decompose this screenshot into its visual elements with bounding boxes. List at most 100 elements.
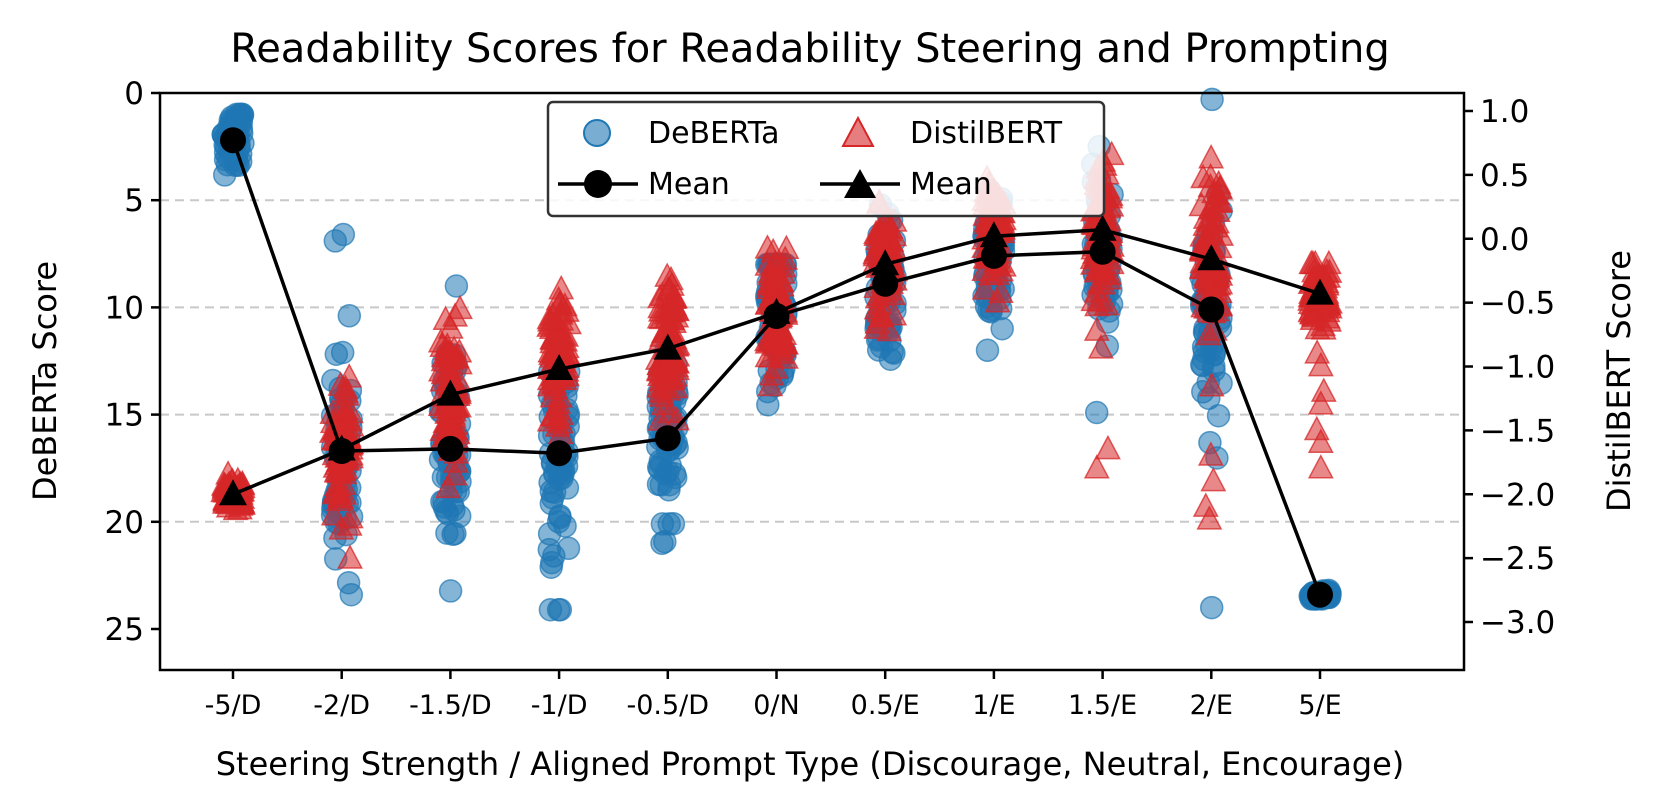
mean-lines [219,127,1334,608]
distilbert-point [1200,466,1227,492]
legend-mean-circle-marker [584,170,612,198]
distilbert-point [540,324,567,349]
distilbert-point [1083,454,1110,479]
legend-box [546,100,1106,218]
distilbert-point [1190,163,1216,189]
x-axis-label: Steering Strength / Aligned Prompt Type … [216,745,1405,783]
distilbert-mean-marker [436,379,465,406]
distilbert-mean-marker [762,297,791,324]
distilbert-point [971,275,998,300]
deberta-mean-marker [220,127,246,154]
deberta-mean-marker [437,435,464,462]
distilbert-point [1197,441,1224,466]
distilbert-point [1307,351,1334,377]
distilbert-point [1307,428,1334,453]
distilbert-point [1083,316,1110,341]
distilbert-point [757,371,784,397]
distilbert-point [437,314,464,339]
distilbert-point [536,407,563,432]
distilbert-point [663,348,690,373]
distilbert-point [553,297,580,322]
x-tick-label: -1.5/D [409,690,492,721]
plot-frame [158,91,1466,672]
distilbert-point [1195,320,1222,346]
right-tick-label: −2.0 [1480,477,1555,513]
legend-distilbert-marker [841,115,875,147]
deberta-mean-marker [980,242,1007,269]
legend-deberta-marker [583,119,611,147]
deberta-point [1200,87,1224,112]
deberta-point [324,342,349,366]
distilbert-point [1310,377,1337,402]
distilbert-point [754,342,781,368]
distilbert-mean-marker [327,434,356,461]
deberta-point [657,512,681,536]
deberta-point [336,570,361,595]
deberta-point [323,229,348,253]
deberta-mean-marker [1198,296,1225,323]
deberta-point [975,338,1000,363]
chart-title: Readability Scores for Readability Steer… [230,26,1390,72]
distilbert-point [760,237,787,263]
deberta-mean-marker [654,425,681,452]
right-tick-label: −1.5 [1480,413,1555,449]
distilbert-point [1087,334,1114,359]
distilbert-mean-marker [979,221,1008,248]
deberta-mean-marker [1089,238,1116,265]
x-tick-label: 2/E [1190,690,1233,721]
deberta-point [438,579,463,603]
right-tick-label: −2.5 [1480,541,1555,577]
distilbert-point [1196,505,1223,530]
deberta-point [441,522,465,547]
distilbert-point [1307,454,1334,479]
distilbert-point [1198,371,1225,397]
distilbert-mean-marker [653,333,682,360]
distilbert-point [1197,195,1224,220]
deberta-point [1084,400,1109,425]
distilbert-point [337,544,363,569]
distilbert-point [548,274,575,300]
distilbert-point [1080,286,1107,312]
distilbert-point [1201,271,1228,297]
x-tick-label: -5/D [205,690,262,721]
distilbert-point [657,398,684,424]
deberta-point [546,509,571,534]
distilbert-point [650,371,677,397]
left-axis: 0 5 10 15 20 25 [105,76,160,648]
deberta-point [1199,595,1224,620]
distilbert-mean-marker [1197,244,1226,271]
right-tick-label: −0.5 [1480,286,1555,322]
deberta-point [646,472,671,497]
distilbert-mean-marker [545,354,574,381]
distilbert-point [331,480,358,505]
distilbert-point [878,227,905,252]
distilbert-point [327,371,354,396]
distilbert-point [336,511,363,536]
distilbert-point [876,316,903,342]
right-tick-label: 0.0 [1480,222,1529,258]
distilbert-point [429,332,456,358]
deberta-mean-marker [872,270,899,297]
distilbert-point [1094,434,1121,460]
legend-deberta-label: DeBERTa [648,116,780,151]
left-tick-label: 0 [124,76,144,112]
left-tick-label: 25 [105,612,144,648]
x-tick-label: 1/E [972,690,1015,721]
x-tick-label: 1.5/E [1068,690,1137,721]
deberta-point [1202,343,1226,367]
left-tick-label: 20 [105,505,144,541]
distilbert-mean-marker [219,479,247,506]
distilbert-point [658,265,684,291]
right-tick-label: −1.0 [1480,350,1555,386]
right-tick-label: −3.0 [1480,605,1555,641]
left-tick-label: 5 [124,183,144,219]
deberta-mean-marker [1307,581,1333,608]
distilbert-mean-marker [1306,278,1334,305]
left-axis-label: DeBERTa Score [26,261,64,501]
distilbert-point [1304,339,1331,364]
right-axis-label: DistilBERT Score [1600,250,1638,512]
x-tick-label: 0/N [753,690,799,721]
left-tick-label: 10 [105,290,144,326]
legend-distilbert-label: DistilBERT [910,116,1063,151]
